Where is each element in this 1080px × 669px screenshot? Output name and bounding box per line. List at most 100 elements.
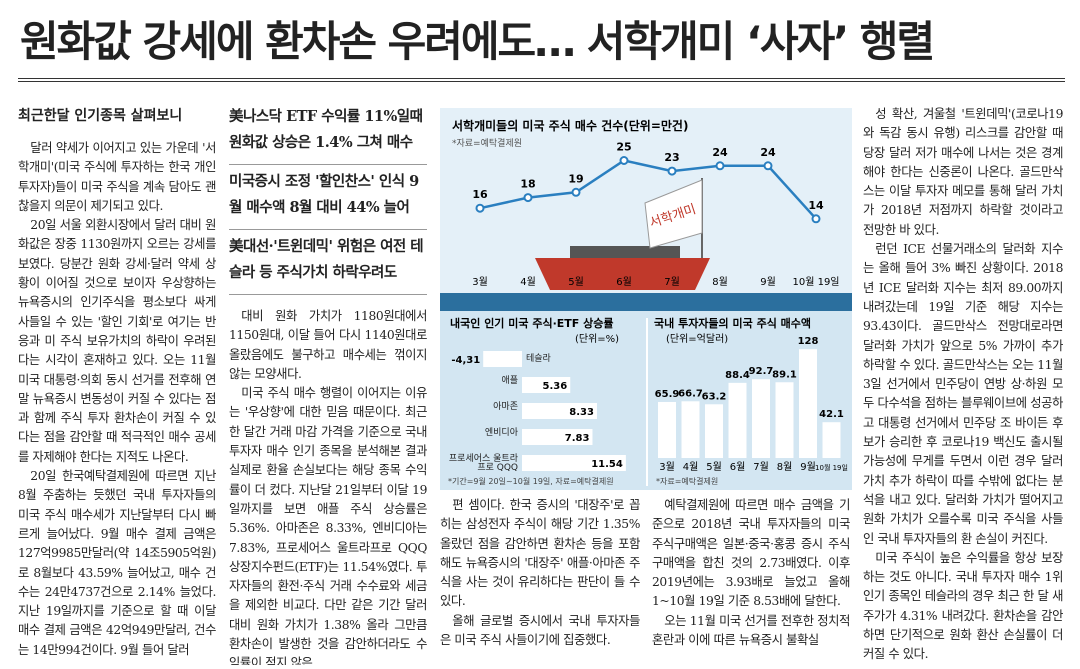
chart-source: *자료=예탁결제원 [452, 137, 522, 149]
bar [822, 422, 841, 458]
byline: 김인오 기자 [863, 665, 1063, 668]
chart-title: 국내 투자자들의 미국 주식 매수액 [654, 316, 811, 330]
subheading: 미국증시 조정 '할인찬스' 인식 9월 매수액 8월 대비 44% 늘어 [229, 165, 427, 230]
x-tick-label: 7월 [753, 461, 769, 473]
ship [535, 258, 710, 290]
column: 최근한달 인기종목 살펴보니 달러 약세가 이어지고 있는 가운데 '서학개미'… [18, 105, 216, 665]
x-tick-label: 5월 [706, 461, 722, 473]
rule [18, 81, 1065, 82]
column: 편 셈이다. 한국 증시의 '대장주'로 꼽히는 삼성전자 주식이 해당 기간 … [440, 496, 640, 666]
value-label: 8.33 [569, 407, 594, 418]
paragraph: 대비 원화 가치가 1180원대에서 1150원대, 이달 들어 다시 1140… [229, 309, 427, 381]
value-label: 89.1 [772, 369, 797, 380]
point [763, 161, 773, 171]
category-label: 엔비디아 [484, 428, 518, 438]
paragraph: 미국 주식이 높은 수익률을 항상 보장하는 것도 아니다. 국내 투자자 매수… [863, 550, 1063, 662]
x-tick-label: 6월 [616, 276, 632, 288]
value-label: 5.36 [543, 381, 568, 392]
bar [522, 403, 597, 419]
category-label: 아마존 [493, 402, 518, 412]
paragraph: 런던 ICE 선물거래소의 달러화 지수는 올해 들어 3% 빠진 상황이다. … [863, 242, 1063, 546]
x-tick-label: 3월 [472, 276, 488, 288]
x-tick-label: 3월 [659, 461, 675, 473]
category-label: 테슬라 [526, 354, 551, 364]
x-tick-label: 5월 [568, 276, 584, 288]
paragraph: 오는 11월 미국 선거를 전후한 정치적 혼란과 이에 따른 뉴욕증시 불확실 [652, 613, 850, 648]
value-label: 24 [760, 146, 776, 159]
value-label: 7.83 [565, 433, 590, 444]
water [440, 293, 852, 311]
x-tick-label: 9월 [800, 461, 816, 473]
category-label: 애플 [501, 376, 518, 386]
column: 美나스닥 ETF 수익률 11%일때 원화값 상승은 1.4% 그쳐 매수 미국증… [229, 100, 427, 665]
value-label: 42.1 [819, 409, 844, 420]
value-label: 18 [520, 178, 535, 191]
subheading: 美나스닥 ETF 수익률 11%일때 원화값 상승은 1.4% 그쳐 매수 [229, 100, 427, 165]
value-label: 23 [664, 151, 679, 164]
value-label: 11.54 [591, 459, 623, 470]
bar [799, 349, 817, 458]
bar [775, 382, 794, 458]
bar [522, 455, 626, 471]
point [523, 193, 533, 203]
value-label: 66.7 [678, 388, 703, 399]
category-label: 프로세어스 울트라프로 QQQ [448, 454, 518, 473]
paragraph: 올해 글로벌 증시에서 국내 투자자들은 미국 주식 사들이기에 집중했다. [440, 613, 640, 648]
chart-title: 서학개미들의 미국 주식 매수 건수(단위=만건) [452, 118, 688, 133]
x-tick-label: 10월 19일 [815, 463, 848, 472]
column: 예탁결제원에 따르면 매수 금액을 기준으로 2018년 국내 투자자들의 미국… [652, 496, 850, 666]
bar [705, 404, 723, 458]
bar [728, 382, 747, 458]
bar [522, 377, 571, 393]
column: 성 확산, 겨울철 '트윈데믹'(코로나19와 독감 동시 유행) 리스크를 감… [863, 105, 1063, 667]
paragraph: 예탁결제원에 따르면 매수 금액을 기준으로 2018년 국내 투자자들의 미국… [652, 498, 850, 609]
bar [522, 429, 593, 445]
value-label: 65.9 [655, 389, 680, 400]
rule [18, 78, 1065, 79]
infographic: 서학개미 서학개미들의 미국 주식 매수 건수(단위=만건)*자료=예탁결제원1… [440, 108, 852, 490]
category-label: 테슬라 [526, 354, 551, 364]
value-label: 128 [798, 336, 819, 347]
x-tick-label: 7월 [664, 276, 680, 288]
paragraph: 편 셈이다. 한국 증시의 '대장주'로 꼽히는 삼성전자 주식이 해당 기간 … [440, 498, 640, 609]
value-label: 14 [808, 199, 824, 212]
value-label: 88.4 [725, 370, 750, 381]
chart-title: 내국인 인기 미국 주식·ETF 상승률 [450, 316, 613, 330]
headline: 원화값 강세에 환차손 우려에도… 서학개미 ‘사자’ 행렬 [20, 17, 935, 66]
value-label: 63.2 [702, 391, 727, 402]
paragraph: 20일 서울 외환시장에서 달러 대비 원화값은 장중 1130원까지 오르는 … [18, 218, 216, 464]
point [619, 156, 629, 165]
paragraph: 달러 약세가 이어지고 있는 가운데 '서학개미'(미국 주식에 투자하는 한국… [18, 141, 216, 213]
bar [658, 401, 676, 458]
chart-unit: (단위=억달러) [666, 332, 728, 345]
bar [681, 401, 700, 458]
paragraph: 성 확산, 겨울철 '트윈데믹'(코로나19와 독감 동시 유행) 리스크를 감… [863, 107, 1063, 237]
value-label: 92.7 [749, 366, 774, 377]
x-tick-label: 8월 [712, 276, 728, 288]
point [715, 161, 725, 171]
section-heading: 최근한달 인기종목 살펴보니 [18, 108, 183, 124]
value-label: 16 [472, 188, 488, 201]
value-label: 24 [712, 146, 728, 159]
point [667, 166, 677, 176]
point [571, 187, 581, 197]
category-label: 엔비디아 [484, 428, 518, 438]
value-label: 19 [568, 172, 583, 185]
category-label: 프로세어스 울트라프로 QQQ [448, 454, 518, 473]
chart-source: *자료=예탁결제원 [656, 476, 718, 486]
value-label: -4,31 [451, 355, 480, 366]
category-label: 아마존 [493, 402, 518, 412]
x-tick-label: 4월 [683, 461, 699, 473]
ship-deck [570, 246, 680, 258]
bar [483, 351, 522, 367]
category-label: 애플 [501, 376, 518, 386]
point [811, 214, 821, 224]
x-tick-label: 4월 [520, 276, 536, 288]
bar [752, 379, 770, 458]
x-tick-label: 9월 [760, 276, 776, 288]
point [475, 203, 485, 213]
chart-unit: (단위=%) [575, 332, 619, 345]
x-tick-label: 10월 19일 [792, 276, 839, 288]
flag [644, 179, 703, 249]
